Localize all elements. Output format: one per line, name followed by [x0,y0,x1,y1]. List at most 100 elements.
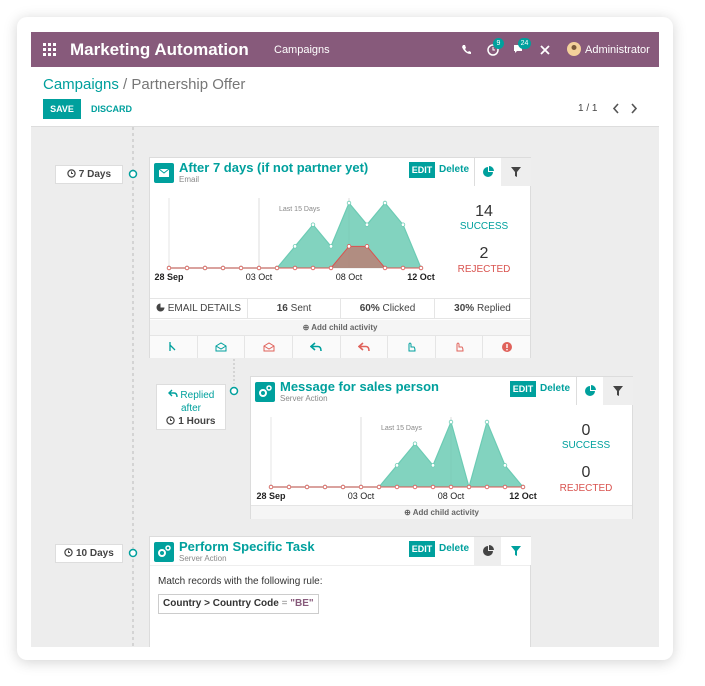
apps-icon[interactable] [43,43,56,56]
add-child-text: Add child activity [311,323,378,332]
trigger-icon[interactable] [293,336,341,358]
point [430,463,436,468]
point [400,222,406,227]
point [502,484,508,490]
delete-button[interactable]: Delete [439,543,470,554]
point [220,265,226,271]
point [364,244,370,249]
edit-button[interactable]: EDIT [409,162,435,178]
trigger: Replied after 1 Hours [156,384,226,430]
point [328,244,334,249]
point [346,200,352,206]
point [328,265,334,271]
x-tick-label: 08 Oct [336,272,363,282]
sent-label: Sent [290,303,312,314]
add-child[interactable]: ⊕ Add child activity [251,505,632,519]
activity-title: Perform Specific Task [179,539,315,554]
trigger-icon[interactable] [150,336,198,358]
point [418,265,424,271]
app-title: Marketing Automation [70,40,249,59]
area [169,246,421,268]
x-tick-label: 12 Oct [509,491,537,501]
breadcrumb-separator: / [123,76,128,93]
graph-tab[interactable] [474,158,501,186]
point [166,265,172,271]
app: Marketing Automation Campaigns 9 24 Admi… [31,32,659,647]
avatar[interactable] [567,42,581,56]
graph-tab[interactable] [474,537,501,565]
point [400,265,406,271]
clicked: 60% Clicked [341,299,435,319]
badge: 24 [518,38,531,49]
point [448,419,454,425]
clicked-value: 60% [359,303,380,314]
chart: 28 Sep 03 Oct 08 Oct 12 Oct Last 15 Days [256,417,537,501]
details-label[interactable]: EMAIL DETAILS [150,299,248,319]
filter-tab[interactable] [501,537,531,565]
activity-subtitle: Server Action [280,394,328,403]
delete-button[interactable]: Delete [540,383,571,394]
breadcrumb-parent[interactable]: Campaigns [43,76,119,93]
navbar: Marketing Automation Campaigns 9 24 Admi… [31,32,659,67]
menu-item[interactable]: Campaigns [274,44,330,56]
activity-card: Message for sales person Server Action E… [250,376,633,519]
point [274,265,280,271]
trigger-icon[interactable] [341,336,389,358]
server-icon [255,382,275,402]
activity-title: Message for sales person [280,379,439,394]
user-name[interactable]: Administrator [585,44,650,56]
point [394,463,400,468]
trigger-text: 1 Hours [178,416,216,427]
trigger-icon[interactable] [198,336,246,358]
point [394,484,400,490]
rule-field: Country > Country Code [163,598,279,609]
trigger-icon[interactable] [245,336,293,358]
trigger-icons [150,335,530,358]
rejected-label: REJECTED [559,483,613,494]
sent-value: 16 [276,303,288,314]
breadcrumb-current: Partnership Offer [131,76,246,93]
email-icon [154,163,174,183]
details-row: EMAIL DETAILS 16 Sent 60% Clicked 30% Re… [150,298,530,319]
timeline [128,127,239,647]
success-label: SUCCESS [459,221,509,232]
trigger-icon[interactable] [388,336,436,358]
point [484,484,490,490]
point [430,484,436,490]
phone-icon[interactable] [461,44,471,55]
trigger-icon[interactable] [483,336,530,358]
rule-value: "BE" [290,598,314,609]
graph-tab[interactable] [576,377,603,405]
point [238,265,244,271]
trigger-text: after [180,403,201,414]
discard-button[interactable]: DISCARD [91,104,133,114]
trigger-text: Replied [180,390,215,401]
replied: 30% Replied [435,299,530,319]
trigger-icon[interactable] [436,336,484,358]
x-tick-label: 12 Oct [407,272,435,282]
edit-button[interactable]: EDIT [409,541,435,557]
tools-icon[interactable] [540,45,550,55]
x-tick-label: 28 Sep [256,491,286,501]
trigger-text: 10 Days [75,548,114,559]
success-label: SUCCESS [561,440,611,451]
point [358,484,364,490]
point [382,265,388,271]
filter-tab[interactable] [603,377,633,405]
delete-button[interactable]: Delete [439,164,470,175]
add-child[interactable]: ⊕ Add child activity [150,320,530,335]
point [382,200,388,206]
filter-tab[interactable] [501,158,531,186]
edit-button[interactable]: EDIT [510,381,536,397]
save-button[interactable]: SAVE [43,99,81,119]
activity-title: After 7 days (if not partner yet) [179,160,369,175]
point [310,265,316,271]
pager-arrows[interactable] [611,103,641,114]
x-tick-label: 03 Oct [348,491,375,501]
rejected-count: 0 [581,464,591,481]
activity-subtitle: Email [179,175,200,184]
point [292,265,298,271]
point [286,484,292,490]
server-icon [154,542,174,562]
rule-operator: = [281,598,288,609]
